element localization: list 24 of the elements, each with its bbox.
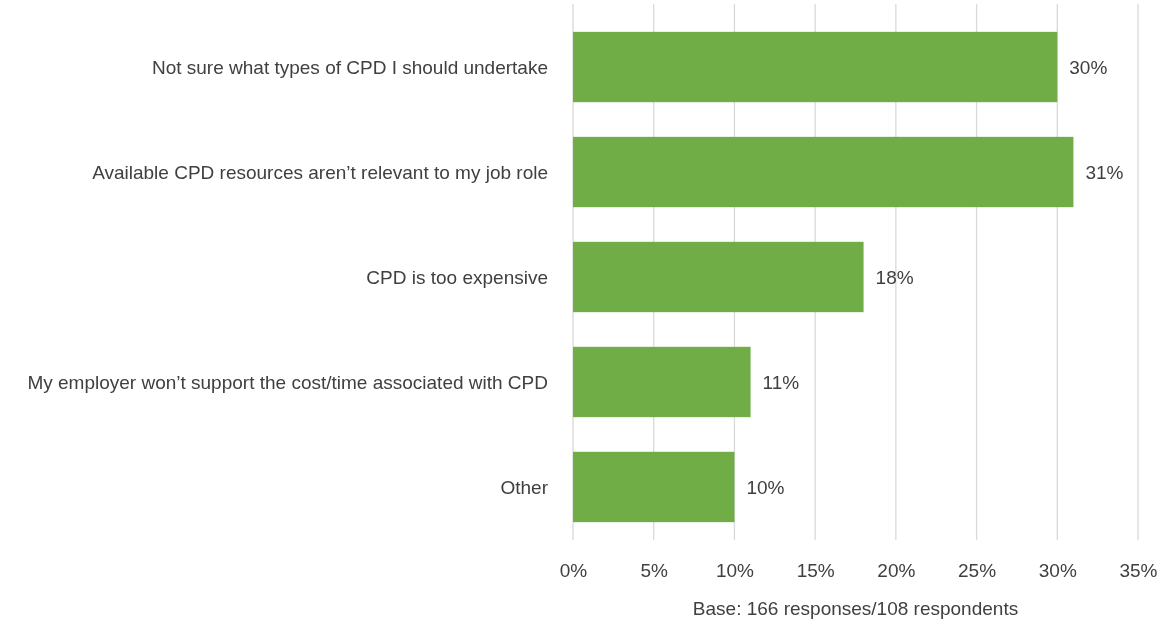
data-label: 11% (762, 371, 800, 393)
y-tick-label: My employer won’t support the cost/time associated with CPD (27, 371, 548, 393)
x-axis-title: Base: 166 responses/108 respondents (692, 598, 1019, 619)
y-tick-label: Not sure what types of CPD I should undertake (151, 56, 548, 78)
x-tick-label: 30% (1038, 560, 1077, 582)
bar (573, 31, 1058, 103)
x-tick-label: 10% (715, 560, 755, 582)
x-tick-label: 5% (640, 560, 669, 582)
x-tick-label: 15% (796, 560, 835, 582)
bar (573, 451, 735, 523)
data-label: 10% (746, 476, 785, 498)
data-label: 30% (1069, 56, 1108, 78)
x-tick-label: 20% (877, 560, 916, 582)
bar (573, 346, 751, 418)
data-label: 31% (1085, 161, 1124, 183)
x-tick-label: 35% (1119, 560, 1158, 582)
y-tick-label: CPD is too expensive (366, 266, 548, 288)
data-label: 18% (875, 266, 914, 288)
x-tick-label: 25% (958, 560, 997, 582)
y-tick-label: Other (500, 476, 549, 498)
bar (573, 136, 1074, 208)
bar (573, 241, 864, 313)
x-tick-label: 0% (559, 560, 588, 582)
y-tick-label: Available CPD resources aren’t relevant to my job role (92, 161, 548, 183)
